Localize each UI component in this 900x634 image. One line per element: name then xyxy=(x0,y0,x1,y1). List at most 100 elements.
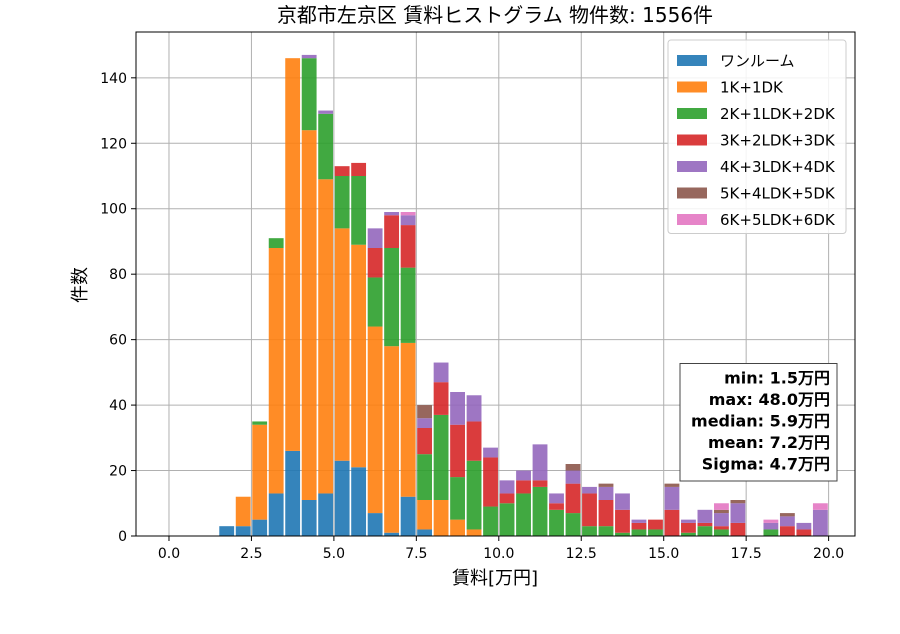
bar-segment xyxy=(615,509,630,533)
bar-segment xyxy=(367,228,383,248)
bar-segment xyxy=(367,326,383,514)
bar-segment xyxy=(615,493,630,510)
y-tick-label: 40 xyxy=(109,398,127,414)
bar-segment xyxy=(697,522,713,527)
bar-segment xyxy=(631,519,647,523)
x-tick-label: 20.0 xyxy=(813,546,844,562)
bar-segment xyxy=(334,166,350,176)
bar-segment xyxy=(268,238,284,248)
bar-segment xyxy=(318,179,334,494)
bar-segment xyxy=(268,493,284,536)
bar-segment xyxy=(351,467,367,536)
bar-segment xyxy=(219,526,235,536)
y-tick-label: 0 xyxy=(118,529,127,545)
bars-layer xyxy=(219,54,828,536)
legend-label: 3K+2LDK+3DK xyxy=(720,132,836,150)
bar-segment xyxy=(384,248,400,347)
bar-segment xyxy=(367,248,383,278)
bar-segment xyxy=(334,176,350,229)
bar-segment xyxy=(549,509,564,536)
bar-segment xyxy=(334,460,350,536)
y-tick-label: 120 xyxy=(100,136,127,152)
chart-title: 京都市左京区 賃料ヒストグラム 物件数: 1556件 xyxy=(277,3,713,27)
bar-segment xyxy=(796,529,812,536)
bar-segment xyxy=(384,532,400,536)
legend-swatch xyxy=(677,187,707,199)
bar-segment xyxy=(351,162,367,176)
x-tick-label: 15.0 xyxy=(648,546,679,562)
bar-segment xyxy=(235,526,251,536)
bar-segment xyxy=(565,470,581,484)
bar-segment xyxy=(466,460,482,530)
bar-segment xyxy=(400,215,416,226)
bar-segment xyxy=(763,529,779,536)
bar-segment xyxy=(417,428,433,455)
bar-segment xyxy=(598,500,614,527)
bar-segment xyxy=(714,513,729,527)
bar-segment xyxy=(351,244,367,468)
bar-segment xyxy=(466,529,482,536)
y-tick-label: 20 xyxy=(109,464,127,480)
bar-segment xyxy=(235,496,251,527)
bar-segment xyxy=(417,454,433,500)
bar-segment xyxy=(631,529,647,536)
bar-segment xyxy=(516,493,531,536)
bar-segment xyxy=(763,519,779,523)
plot-frame xyxy=(135,31,856,537)
bar-segment xyxy=(499,503,515,536)
bar-segment xyxy=(400,496,416,536)
y-tick-label: 140 xyxy=(100,71,127,87)
bar-segment xyxy=(433,382,449,415)
bar-segment xyxy=(648,529,663,536)
bar-segment xyxy=(334,228,350,461)
legend-label: ワンルーム xyxy=(720,52,795,70)
bar-segment xyxy=(301,500,317,536)
bar-segment xyxy=(417,529,433,536)
legend: ワンルーム 1K+1DK 2K+1LDK+2DK 3K+2LDK+3DK 4K+3LDK… xyxy=(667,39,847,234)
legend-box xyxy=(667,39,847,234)
bar-segment xyxy=(565,464,581,471)
bar-segment xyxy=(450,392,465,425)
bar-segment xyxy=(483,506,498,536)
bar-segment xyxy=(812,503,828,510)
y-tick-label: 100 xyxy=(100,202,127,218)
bar-segment xyxy=(400,225,416,268)
legend-swatch xyxy=(677,55,707,66)
bar-segment xyxy=(598,483,614,487)
x-tick-label: 7.5 xyxy=(405,546,427,562)
bar-segment xyxy=(483,457,498,507)
bar-segment xyxy=(664,509,680,536)
bar-segment xyxy=(664,483,680,487)
bar-segment xyxy=(285,450,301,536)
bar-segment xyxy=(565,513,581,536)
bar-segment xyxy=(697,526,713,536)
bar-segment xyxy=(318,113,334,180)
bar-segment xyxy=(400,342,416,497)
y-axis-label: 件数 xyxy=(70,267,91,303)
stats-box-frame xyxy=(679,363,838,482)
bar-segment xyxy=(516,480,531,494)
legend-label: 1K+1DK xyxy=(720,79,784,97)
bar-segment xyxy=(516,470,531,481)
legend-label: 4K+3LDK+4DK xyxy=(720,158,836,176)
bar-segment xyxy=(318,110,334,114)
bar-segment xyxy=(532,486,548,536)
x-tick-label: 0.0 xyxy=(158,546,180,562)
legend-swatch xyxy=(677,134,707,146)
x-axis-label: 賃料[万円] xyxy=(452,568,538,589)
bar-segment xyxy=(367,513,383,536)
bar-segment xyxy=(664,486,680,510)
x-tick-label: 2.5 xyxy=(240,546,262,562)
bar-segment xyxy=(499,480,515,494)
bar-segment xyxy=(351,176,367,245)
bar-segment xyxy=(714,526,729,530)
bar-segment xyxy=(549,503,564,510)
bar-segment xyxy=(400,267,416,343)
bar-segment xyxy=(648,519,663,530)
stats-line: median: 5.9万円 xyxy=(691,412,830,431)
stats-box: min: 1.5万円 max: 48.0万円 median: 5.9万円 mean: … xyxy=(679,363,838,482)
bar-segment xyxy=(450,477,465,520)
stats-line: max: 48.0万円 xyxy=(709,390,830,409)
